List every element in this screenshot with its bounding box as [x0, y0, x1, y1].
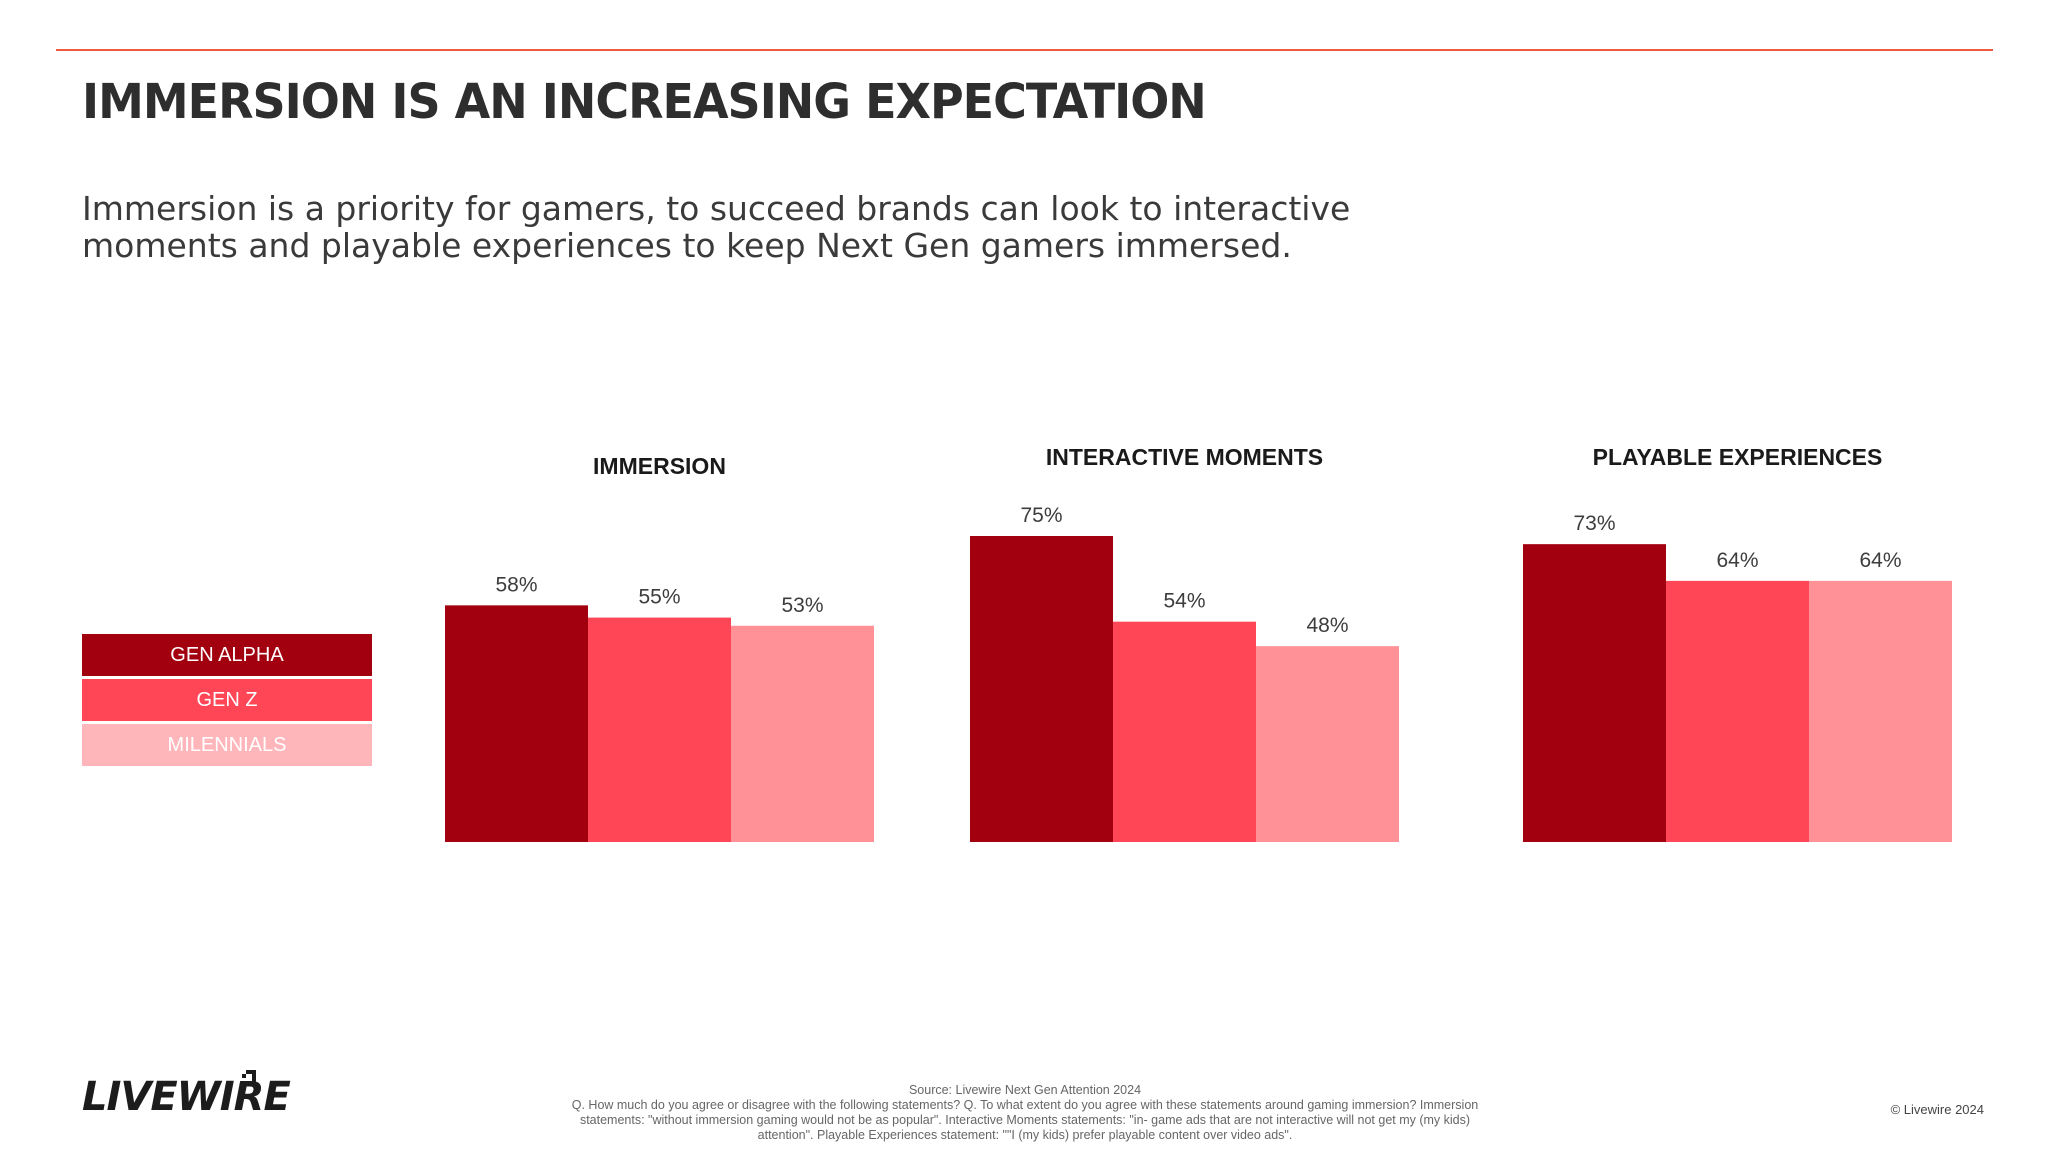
chart-interactive-moments: INTERACTIVE MOMENTS 75% 54% 48%	[970, 444, 1399, 842]
bar-interactive-moments-gen-alpha	[970, 536, 1113, 842]
source-line: Source: Livewire Next Gen Attention 2024	[908, 1083, 1142, 1097]
legend-item-gen-z: GEN Z	[82, 679, 372, 721]
legend-item-millennials: MILENNIALS	[82, 724, 372, 766]
data-label-playable-experiences-gen-z: 64%	[1716, 549, 1758, 572]
data-label-interactive-moments-gen-z: 54%	[1163, 590, 1205, 613]
source-line: attention". Playable Experiences stateme…	[757, 1128, 1293, 1142]
top-accent-rule	[56, 49, 1993, 51]
bar-interactive-moments-millennials	[1256, 646, 1399, 842]
data-label-immersion-gen-alpha: 58%	[495, 573, 537, 596]
data-label-interactive-moments-gen-alpha: 75%	[1020, 504, 1062, 527]
bar-playable-experiences-gen-alpha	[1523, 544, 1666, 842]
page-title: IMMERSION IS AN INCREASING EXPECTATION	[82, 72, 1207, 130]
chart-title-immersion: IMMERSION	[593, 453, 726, 479]
bar-immersion-millennials	[731, 625, 874, 842]
copyright: © Livewire 2024	[1890, 1102, 1984, 1117]
logo-pixel-icon	[242, 1070, 256, 1082]
bar-playable-experiences-gen-z	[1666, 580, 1809, 842]
data-label-playable-experiences-millennials: 64%	[1859, 549, 1901, 572]
data-label-interactive-moments-millennials: 48%	[1306, 614, 1348, 637]
bar-interactive-moments-gen-z	[1113, 621, 1256, 842]
chart-playable-experiences: PLAYABLE EXPERIENCES 73% 64% 64%	[1523, 444, 1952, 842]
bar-playable-experiences-millennials	[1809, 580, 1952, 842]
legend-item-gen-alpha: GEN ALPHA	[82, 634, 372, 676]
chart-title-interactive-moments: INTERACTIVE MOMENTS	[1046, 444, 1323, 470]
data-label-playable-experiences-gen-alpha: 73%	[1573, 512, 1615, 535]
source-note: Source: Livewire Next Gen Attention 2024…	[530, 1083, 1520, 1143]
chart-title-playable-experiences: PLAYABLE EXPERIENCES	[1593, 444, 1883, 470]
bar-immersion-gen-z	[588, 617, 731, 842]
data-label-immersion-millennials: 53%	[781, 594, 823, 617]
data-label-immersion-gen-z: 55%	[638, 586, 680, 609]
livewire-logo: LIVEWIRE	[82, 1070, 291, 1120]
bar-immersion-gen-alpha	[445, 605, 588, 842]
source-line: Q. How much do you agree or disagree wit…	[571, 1098, 1479, 1112]
page-subtitle: Immersion is a priority for gamers, to s…	[82, 189, 1351, 265]
source-line: statements: "without immersion gaming wo…	[579, 1113, 1471, 1127]
chart-immersion: IMMERSION 58% 55% 53%	[445, 453, 874, 842]
legend: GEN ALPHA GEN Z MILENNIALS	[82, 634, 372, 769]
